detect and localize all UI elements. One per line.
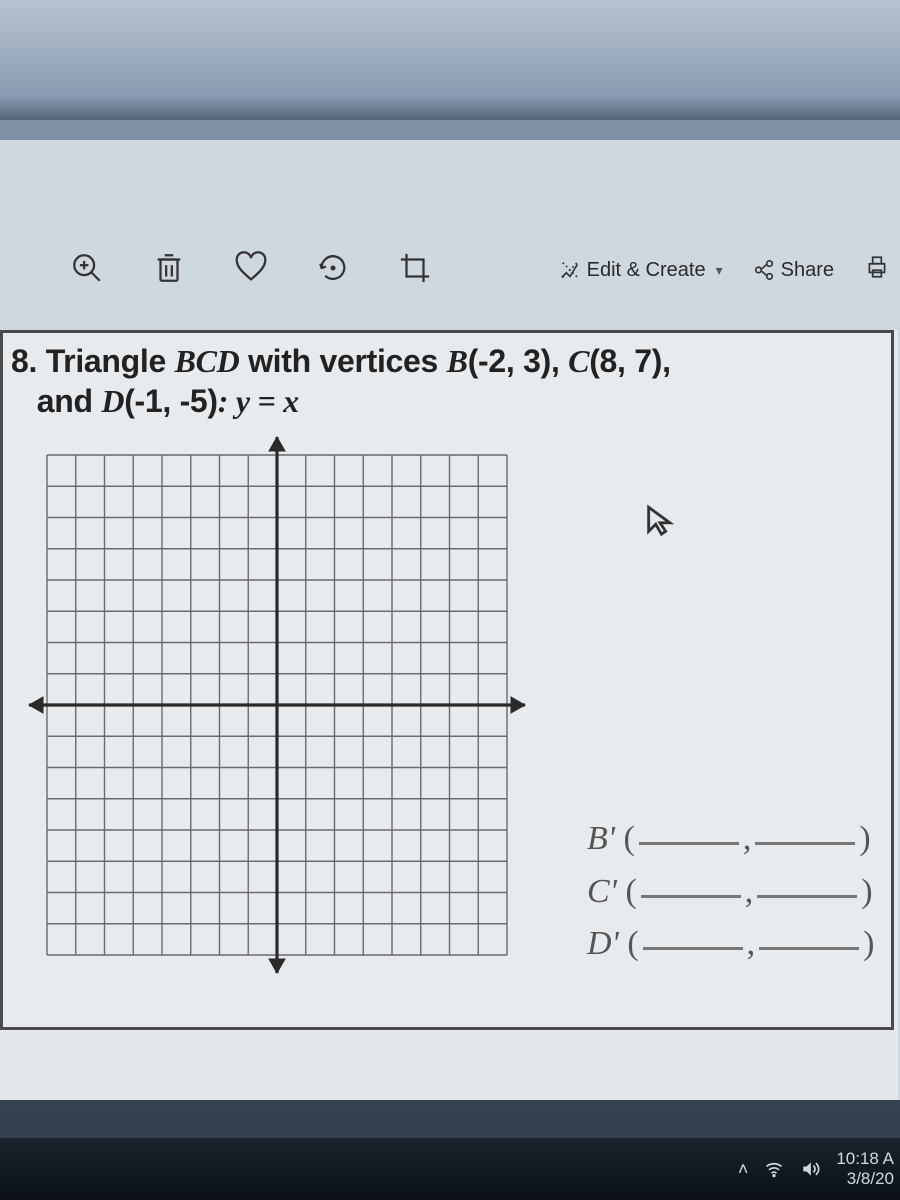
answer-C-label: C' xyxy=(587,873,617,910)
tray-time: 10:18 A xyxy=(836,1149,894,1169)
answer-blanks: B' (,) C' (,) D' (,) xyxy=(587,813,874,971)
edit-create-button[interactable]: Edit & Create ▾ xyxy=(559,259,723,282)
coordinate-grid xyxy=(17,425,537,985)
share-label: Share xyxy=(781,259,834,282)
crop-icon[interactable] xyxy=(398,251,432,290)
zoom-icon[interactable] xyxy=(70,251,104,290)
rotate-icon[interactable] xyxy=(316,251,350,290)
share-button[interactable]: Share xyxy=(753,259,834,282)
system-tray[interactable]: ˄ 10:18 A 3/8/20 xyxy=(738,1149,894,1188)
answer-B-label: B' xyxy=(587,820,615,857)
blank[interactable] xyxy=(755,838,855,845)
edit-create-label: Edit & Create xyxy=(587,259,706,282)
favorite-icon[interactable] xyxy=(234,251,268,290)
image-viewport: 8. Triangle BCD with vertices B(-2, 3), … xyxy=(0,330,898,1100)
cursor-icon xyxy=(643,503,677,542)
tray-clock[interactable]: 10:18 A 3/8/20 xyxy=(836,1149,894,1188)
blank[interactable] xyxy=(643,943,743,950)
worksheet-problem: 8. Triangle BCD with vertices B(-2, 3), … xyxy=(0,330,894,1030)
blank[interactable] xyxy=(759,943,859,950)
chevron-down-icon: ▾ xyxy=(716,262,723,279)
blank[interactable] xyxy=(641,891,741,898)
tray-date: 3/8/20 xyxy=(836,1169,894,1189)
print-icon[interactable] xyxy=(864,254,890,286)
tray-chevron-up-icon[interactable]: ˄ xyxy=(738,1159,749,1180)
windows-taskbar[interactable]: ˄ 10:18 A 3/8/20 xyxy=(0,1138,900,1200)
volume-icon[interactable] xyxy=(800,1159,820,1179)
app-toolbar: Edit & Create ▾ Share xyxy=(70,240,900,300)
problem-number: 8. xyxy=(11,343,37,379)
blank[interactable] xyxy=(639,838,739,845)
problem-statement: 8. Triangle BCD with vertices B(-2, 3), … xyxy=(11,341,877,421)
delete-icon[interactable] xyxy=(152,251,186,290)
answer-D-label: D' xyxy=(587,925,619,962)
wifi-icon[interactable] xyxy=(764,1159,784,1179)
blank[interactable] xyxy=(757,891,857,898)
